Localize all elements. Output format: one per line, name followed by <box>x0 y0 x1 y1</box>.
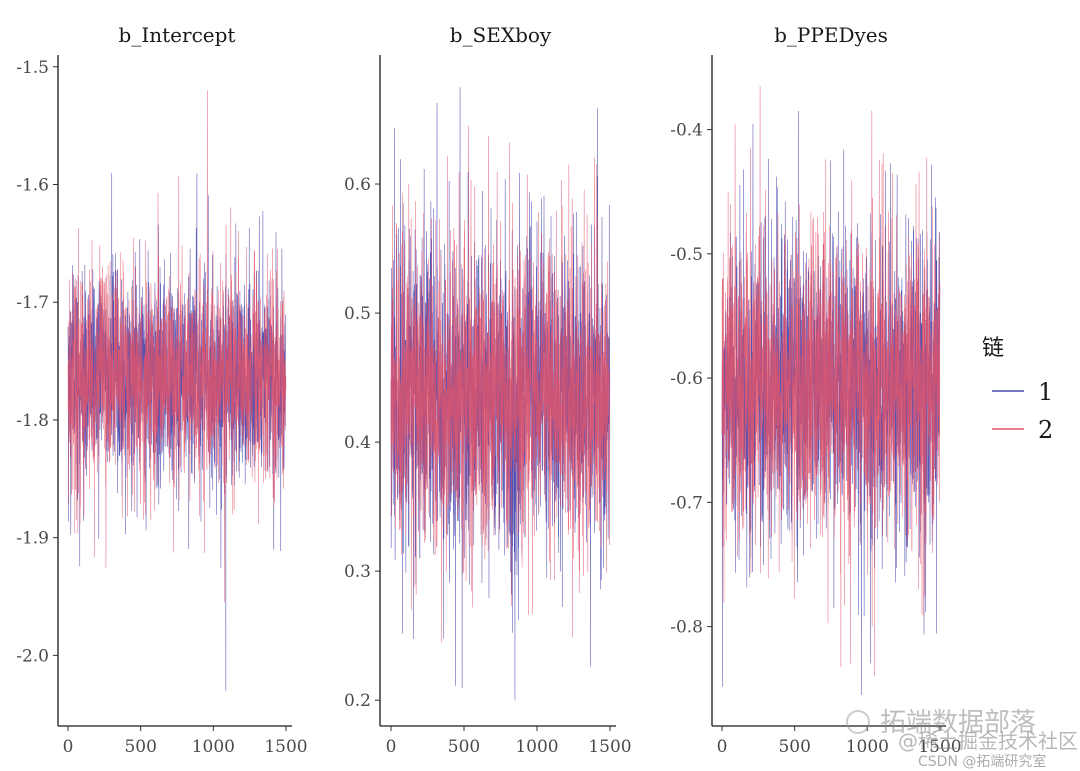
x-tick-label: 0 <box>717 737 728 757</box>
y-tick-label: -1.9 <box>16 529 49 549</box>
y-tick-label: -1.5 <box>16 58 49 78</box>
trace-line-chain-2 <box>721 86 941 677</box>
panel-b_Intercept: b_Intercept -1.5 -1.6 -1.7 -1.8 -1.9 -2.0 0 500 1… <box>16 23 307 757</box>
y-tick-label: -2.0 <box>16 646 49 666</box>
y-tick-label: -1.6 <box>16 175 49 195</box>
x-tick-label: 0 <box>386 737 397 757</box>
wechat-logo-icon <box>846 710 870 734</box>
x-tick-label: 1000 <box>192 737 235 757</box>
y-tick-label: -0.6 <box>670 369 703 389</box>
y-tick-label: -0.4 <box>670 121 703 141</box>
legend-label-chain-1: 1 <box>1038 378 1053 406</box>
y-tick-label: 0.3 <box>344 562 371 582</box>
x-tick-label: 500 <box>448 737 480 757</box>
panel-b_SEXboy: b_SEXboy 0.6 0.5 0.4 0.3 0.2 0 500 1000 1500 <box>344 23 632 757</box>
y-tick-label: -0.5 <box>670 245 703 265</box>
trace-line-chain-2 <box>67 90 287 603</box>
trace-line-chain-1 <box>67 172 287 691</box>
panel-b_PPEDyes: b_PPEDyes -0.4 -0.5 -0.6 -0.7 -0.8 0 500 1000 150… <box>670 23 961 757</box>
y-tick-label: -1.7 <box>16 293 49 313</box>
y-tick-label: 0.6 <box>344 175 371 195</box>
watermark-csdn: CSDN @拓端研究室 <box>918 753 1046 770</box>
y-tick-label: -0.8 <box>670 618 703 638</box>
legend-title: 链 <box>982 336 1004 361</box>
legend-label-chain-2: 2 <box>1038 416 1053 444</box>
chain-legend: 链 1 2 <box>982 336 1053 444</box>
panel-title: b_PPEDyes <box>774 23 888 47</box>
y-tick-label: -1.8 <box>16 411 49 431</box>
x-tick-label: 500 <box>124 737 156 757</box>
x-tick-label: 1500 <box>918 737 961 757</box>
x-tick-label: 1500 <box>588 737 631 757</box>
x-tick-label: 1500 <box>264 737 307 757</box>
panel-title: b_Intercept <box>119 23 236 47</box>
y-tick-label: 0.5 <box>344 304 371 324</box>
trace-line-chain-2 <box>390 125 611 643</box>
x-tick-label: 1000 <box>846 737 889 757</box>
panel-title: b_SEXboy <box>450 23 552 47</box>
x-tick-label: 500 <box>778 737 810 757</box>
trace-panels: b_Intercept -1.5 -1.6 -1.7 -1.8 -1.9 -2.0 0 500 1… <box>16 23 961 757</box>
x-tick-label: 0 <box>63 737 74 757</box>
watermark-juejin: @稀土掘金技术社区 <box>898 729 1078 753</box>
y-tick-label: 0.4 <box>344 433 371 453</box>
watermark-brand: 拓端数据部落 <box>880 708 1036 738</box>
y-tick-label: -0.7 <box>670 493 703 513</box>
y-tick-label: 0.2 <box>344 691 371 711</box>
watermark: 拓端数据部落 @稀土掘金技术社区 CSDN @拓端研究室 <box>846 708 1078 770</box>
x-tick-label: 1000 <box>515 737 558 757</box>
